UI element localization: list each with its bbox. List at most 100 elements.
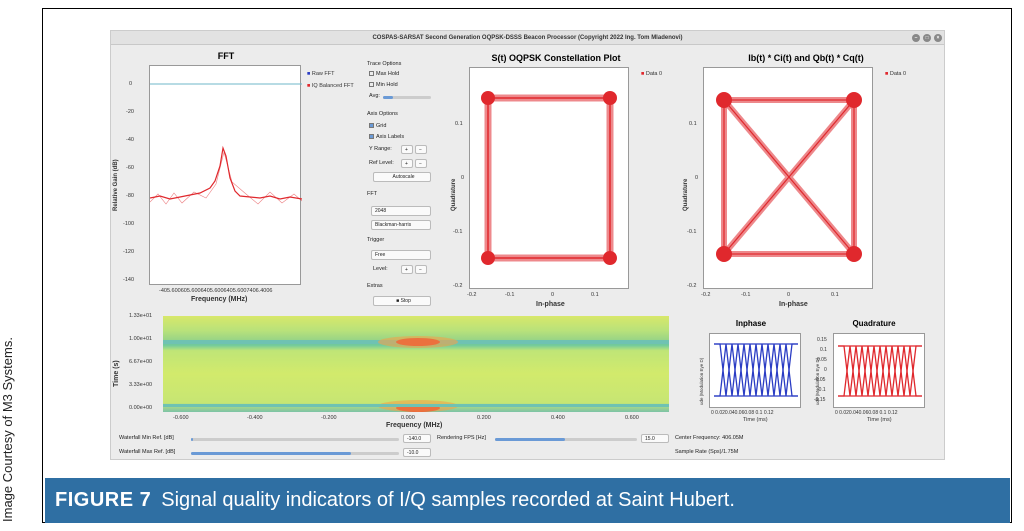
waterfall-xtick: -0.400: [247, 415, 263, 421]
quadrature-ytick: 0.05: [817, 357, 827, 363]
grid-checkbox[interactable]: Grid: [369, 123, 386, 129]
y-range-label: Y Range:: [369, 146, 392, 152]
fft-xticks: -405.600605.6006405.6006405.6007406.4006: [159, 288, 273, 294]
level-label: Level:: [373, 266, 388, 272]
fps-value[interactable]: 15.0: [641, 434, 669, 443]
constellation-legend: ■ Data 0: [641, 71, 663, 77]
quadrature-ytick: -0.15: [814, 397, 826, 403]
waterfall-xtick: 0.000: [401, 415, 415, 421]
fft-ytick: 0: [129, 81, 133, 87]
waterfall-max-label: Waterfall Max Ref. [dB]: [119, 449, 176, 455]
trigger-label: Trigger: [367, 237, 385, 243]
axis-options-label: Axis Options: [367, 111, 398, 117]
caption-text: Signal quality indicators of I/Q samples…: [161, 489, 735, 511]
level-plus[interactable]: +: [401, 265, 413, 274]
window-select[interactable]: Blackman-harris: [371, 220, 431, 230]
quadrature-title: Quadrature: [852, 319, 896, 328]
autoscale-button[interactable]: Autoscale: [373, 172, 431, 182]
fft-options-label: FFT: [367, 191, 378, 197]
constellation-ytick: 0.1: [455, 121, 463, 127]
ref-level-minus[interactable]: −: [415, 159, 427, 168]
waterfall-ylabel: Time (s): [113, 360, 120, 387]
quadrature-plot[interactable]: [833, 333, 925, 408]
product-ytick: 0.1: [689, 121, 697, 127]
avg-label: Avg:: [369, 93, 380, 99]
avg-slider[interactable]: [383, 96, 431, 99]
constellation-ytick: 0: [461, 175, 465, 181]
product-xlabel: In-phase: [779, 301, 808, 308]
inphase-eye: [714, 343, 798, 397]
product-ytick: -0.1: [687, 229, 697, 235]
inphase-title: Inphase: [735, 319, 767, 328]
product-legend: ■ Data 0: [885, 71, 907, 77]
y-range-minus[interactable]: −: [415, 145, 427, 154]
waterfall-min-slider[interactable]: [191, 438, 399, 441]
quadrature-ytick: 0.1: [820, 347, 827, 353]
window-title: COSPAS-SARSAT Second Generation OQPSK-DS…: [372, 35, 683, 41]
quadrature-ytick: -0.05: [814, 377, 826, 383]
waterfall-max-value[interactable]: -10.0: [403, 448, 431, 457]
fft-ytick: -60: [126, 165, 134, 171]
waterfall-ytick: 1.33e+01: [129, 313, 153, 319]
waterfall-xtick: -0.600: [173, 415, 189, 421]
fft-xlabel: Frequency (MHz): [191, 296, 248, 303]
stop-button[interactable]: ■ Stop: [373, 296, 431, 306]
product-plot[interactable]: [703, 67, 873, 289]
fft-ytick: -40: [126, 137, 134, 143]
quadrature-xticks: 0 0.020.040.060.08 0.1 0.12: [835, 410, 898, 416]
product-ytick: -0.2: [687, 283, 697, 289]
quadrature-ytick: 0: [824, 367, 827, 373]
minimize-icon[interactable]: –: [912, 34, 920, 42]
axis-labels-checkbox[interactable]: Axis Labels: [369, 134, 404, 140]
window-titlebar: COSPAS-SARSAT Second Generation OQPSK-DS…: [111, 31, 944, 45]
extras-label: Extras: [367, 283, 383, 289]
inphase-ylabel: ude (Modulation Eye D): [699, 357, 704, 405]
fft-legend-balanced: ■ IQ Balanced FFT: [307, 83, 354, 89]
waterfall-ytick: 3.33e+00: [129, 382, 153, 388]
constellation-ytick: -0.1: [453, 229, 463, 235]
product-xtick: -0.2: [701, 292, 711, 298]
constellation-xtick: -0.2: [467, 292, 477, 298]
fps-label: Rendering FPS [Hz]: [437, 435, 486, 441]
trace-options-label: Trace Options: [367, 61, 402, 67]
waterfall-ytick: 0.00e+00: [129, 405, 153, 411]
fft-ylabel: Relative Gain (dB): [113, 159, 119, 211]
product-xtick: 0.1: [831, 292, 839, 298]
inphase-plot[interactable]: [709, 333, 801, 408]
fft-ytick: -20: [126, 109, 134, 115]
waterfall-plot[interactable]: [163, 316, 669, 412]
constellation-plot[interactable]: [469, 67, 629, 289]
sample-rate: Sample Rate (Sps)/1.75M: [675, 449, 739, 455]
constellation-title: S(t) OQPSK Constellation Plot: [491, 53, 621, 63]
ref-level-plus[interactable]: +: [401, 159, 413, 168]
y-range-plus[interactable]: +: [401, 145, 413, 154]
min-hold-checkbox[interactable]: Min Hold: [369, 82, 398, 88]
quadrature-eye: [838, 345, 922, 397]
product-ytick: 0: [695, 175, 699, 181]
ref-level-label: Ref Level:: [369, 160, 394, 166]
maximize-icon[interactable]: □: [923, 34, 931, 42]
max-hold-checkbox[interactable]: Max Hold: [369, 71, 399, 77]
constellation-trace: [481, 91, 617, 265]
waterfall-ytick: 1.00e+01: [129, 336, 153, 342]
waterfall-max-slider[interactable]: [191, 452, 399, 455]
app-window: COSPAS-SARSAT Second Generation OQPSK-DS…: [110, 30, 945, 460]
trigger-mode-select[interactable]: Free: [371, 250, 431, 260]
figure-caption: FIGURE 7 Signal quality indicators of I/Q…: [45, 478, 1010, 523]
waterfall-min-label: Waterfall Min Ref. [dB]: [119, 435, 174, 441]
waterfall-xtick: -0.200: [321, 415, 337, 421]
waterfall-image: [163, 336, 669, 412]
product-trace: [716, 92, 862, 262]
fft-size-select[interactable]: 2048: [371, 206, 431, 216]
quadrature-ytick: -0.1: [817, 387, 826, 393]
product-title: Ib(t) * Ci(t) and Qb(t) * Cq(t): [748, 53, 864, 63]
fft-ytick: -140: [123, 277, 135, 283]
fps-slider[interactable]: [495, 438, 637, 441]
fft-plot[interactable]: [149, 65, 303, 285]
image-credit: Image Courtesy of M3 Systems.: [0, 337, 15, 523]
level-minus[interactable]: −: [415, 265, 427, 274]
close-icon[interactable]: ×: [934, 34, 942, 42]
fft-ytick: -80: [126, 193, 134, 199]
waterfall-min-value[interactable]: -140.0: [403, 434, 431, 443]
fft-ytick: -100: [123, 221, 135, 227]
